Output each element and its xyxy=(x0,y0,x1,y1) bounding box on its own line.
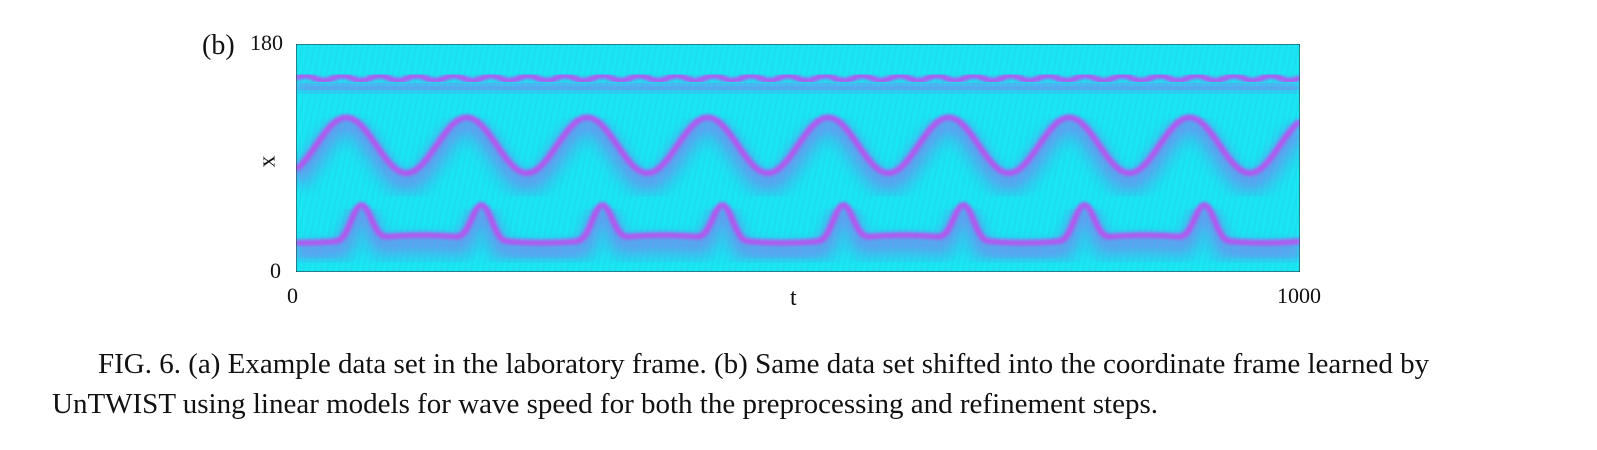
panel-label: (b) xyxy=(202,30,235,61)
figure-caption: FIG. 6. (a) Example data set in the labo… xyxy=(52,344,1552,424)
y-tick-max: 180 xyxy=(250,30,283,55)
ridge-line-middle xyxy=(296,114,1300,177)
x-tick-min: 0 xyxy=(287,283,298,308)
heatmap-plot xyxy=(296,44,1300,272)
x-tick-max: 1000 xyxy=(1277,283,1321,308)
y-tick-min: 0 xyxy=(270,258,281,283)
caption-text: FIG. 6. (a) Example data set in the labo… xyxy=(52,348,1430,420)
x-axis-label: t xyxy=(790,285,797,311)
ridge-line-lower xyxy=(296,201,1300,246)
y-axis-label: x xyxy=(254,155,281,168)
ridge-line-upper xyxy=(296,72,1300,84)
